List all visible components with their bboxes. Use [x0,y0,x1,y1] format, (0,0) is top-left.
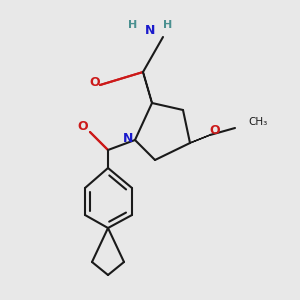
Polygon shape [190,135,210,143]
Text: O: O [90,76,100,88]
Text: H: H [128,20,138,30]
Text: CH₃: CH₃ [248,117,267,127]
Text: O: O [78,121,88,134]
Text: O: O [210,124,220,136]
Text: N: N [123,131,133,145]
Text: H: H [164,20,172,30]
Text: N: N [145,23,155,37]
Polygon shape [143,72,152,103]
